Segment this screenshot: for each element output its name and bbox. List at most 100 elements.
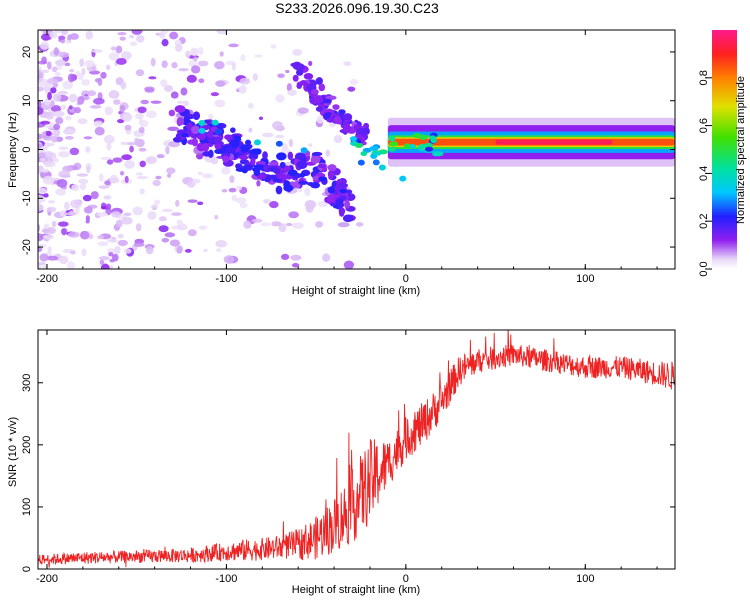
noise-blob bbox=[43, 86, 51, 92]
colorbar: 0.0 0.2 0.4 0.6 0.8 Normalized spectral ampl… bbox=[698, 30, 747, 277]
noise-blob bbox=[138, 147, 147, 152]
noise-blob bbox=[117, 239, 128, 247]
noise-blob bbox=[337, 222, 350, 228]
noise-blob bbox=[44, 142, 51, 148]
noise-blob bbox=[139, 160, 146, 168]
snr-panel: -200 -100 0 100 0 100 200 300 Height of straigh… bbox=[7, 329, 676, 596]
noise-blob bbox=[91, 49, 103, 53]
noise-blob bbox=[46, 206, 57, 213]
snr-series-line bbox=[38, 330, 675, 568]
noise-blob bbox=[128, 161, 134, 167]
noise-blob bbox=[57, 221, 69, 227]
arc-blob bbox=[332, 104, 340, 110]
noise-blob bbox=[297, 107, 309, 114]
hot-spot bbox=[372, 159, 380, 166]
noise-blob bbox=[251, 218, 263, 223]
noise-blob bbox=[81, 67, 86, 76]
noise-blob bbox=[53, 123, 61, 131]
transition-blob bbox=[369, 146, 379, 152]
arc-blob bbox=[338, 109, 346, 115]
noise-blob bbox=[287, 89, 297, 96]
noise-blob bbox=[58, 51, 70, 58]
noise-blob bbox=[231, 61, 236, 71]
noise-blob bbox=[190, 47, 199, 57]
arc-blob bbox=[328, 171, 334, 181]
noise-blob bbox=[38, 187, 48, 195]
noise-blob bbox=[290, 254, 302, 261]
noise-blob bbox=[55, 188, 67, 196]
noise-blob bbox=[50, 87, 57, 94]
transition-blob bbox=[430, 138, 437, 144]
noise-blob bbox=[38, 106, 44, 116]
noise-blob bbox=[52, 93, 62, 102]
noise-blob bbox=[161, 60, 168, 69]
noise-blob bbox=[158, 225, 169, 233]
arc-blob bbox=[191, 137, 198, 147]
noise-blob bbox=[285, 222, 293, 227]
noise-blob bbox=[347, 86, 356, 92]
colorbar-gradient bbox=[712, 30, 737, 269]
noise-blob bbox=[47, 200, 56, 204]
transition-blob bbox=[403, 143, 411, 149]
arc-blob bbox=[238, 155, 249, 160]
noise-blob bbox=[66, 261, 75, 269]
noise-blob bbox=[106, 238, 118, 243]
noise-blob bbox=[42, 263, 48, 269]
noise-blob bbox=[40, 168, 49, 173]
noise-blob bbox=[333, 135, 343, 144]
transition-blob bbox=[388, 146, 396, 152]
arc-blob bbox=[339, 188, 347, 194]
noise-blob bbox=[85, 220, 90, 224]
snr-xlabel: Height of straight line (km) bbox=[292, 584, 420, 596]
noise-blob bbox=[240, 54, 246, 62]
arc-blob bbox=[283, 180, 291, 189]
noise-blob bbox=[150, 100, 162, 104]
y-tick-label: 100 bbox=[21, 498, 33, 516]
noise-blob bbox=[81, 79, 90, 86]
noise-blob bbox=[59, 255, 69, 265]
noise-blob bbox=[187, 229, 197, 237]
noise-blob bbox=[38, 99, 42, 109]
noise-blob bbox=[238, 85, 247, 94]
arc-blob bbox=[344, 200, 351, 209]
noise-blob bbox=[120, 141, 128, 145]
noise-blob bbox=[129, 41, 138, 46]
arc-blob bbox=[342, 113, 353, 121]
noise-blob bbox=[85, 215, 90, 222]
arc-blob bbox=[250, 148, 260, 155]
noise-blob bbox=[77, 95, 85, 105]
snr-ticks: -200 -100 0 100 0 100 200 300 bbox=[21, 330, 675, 585]
arc-blob bbox=[337, 182, 349, 189]
arc-blob bbox=[287, 169, 298, 177]
noise-blob bbox=[216, 248, 222, 252]
noise-blob bbox=[61, 228, 67, 236]
noise-blob bbox=[145, 246, 154, 255]
noise-blob bbox=[112, 157, 123, 163]
noise-blob bbox=[270, 44, 277, 49]
noise-blob bbox=[219, 51, 224, 57]
noise-blob bbox=[214, 99, 226, 108]
noise-blob bbox=[115, 45, 123, 54]
colorbar-tick-label: 0.2 bbox=[698, 214, 710, 229]
colorbar-label: Normalized spectral amplitude bbox=[735, 76, 747, 224]
noise-blob bbox=[104, 106, 114, 116]
arc-blob bbox=[311, 89, 319, 95]
noise-blob bbox=[76, 173, 89, 177]
arc-blob bbox=[276, 173, 287, 180]
noise-blob bbox=[304, 187, 311, 197]
noise-blob bbox=[169, 31, 179, 40]
noise-blob bbox=[55, 117, 64, 125]
noise-blob bbox=[65, 40, 72, 44]
transition-blob bbox=[423, 142, 434, 148]
transition-blob bbox=[360, 151, 368, 157]
noise-blob bbox=[180, 87, 188, 96]
noise-blob bbox=[223, 255, 235, 264]
arc-blob bbox=[262, 151, 268, 160]
noise-blob bbox=[117, 31, 127, 36]
noise-blob bbox=[113, 99, 121, 105]
noise-blob bbox=[123, 113, 133, 122]
noise-blob bbox=[38, 233, 44, 242]
noise-blob bbox=[163, 84, 174, 93]
noise-blob bbox=[169, 239, 181, 247]
arc-blob bbox=[174, 105, 186, 113]
